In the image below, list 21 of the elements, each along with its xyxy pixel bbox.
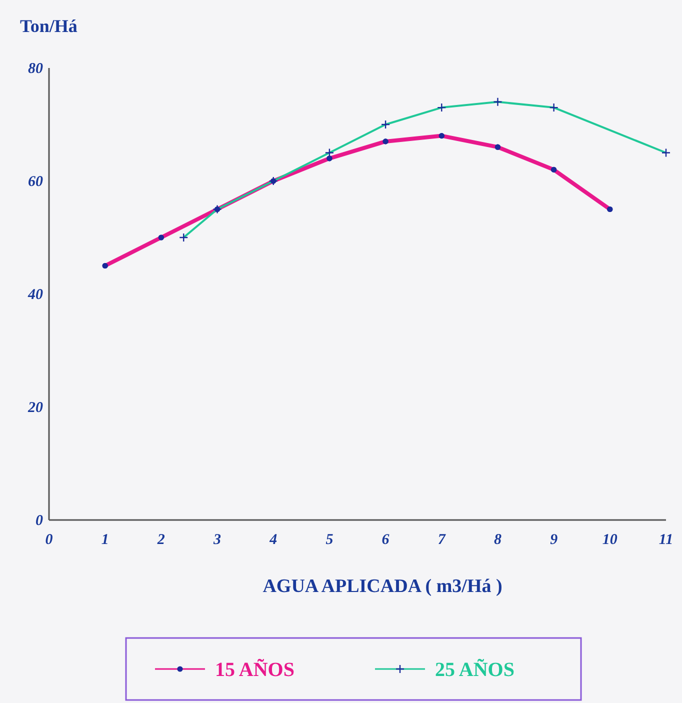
x-tick-label: 11 <box>658 532 674 548</box>
x-tick-label: 7 <box>438 532 446 548</box>
x-axis-title: AGUA APLICADA ( m3/Há ) <box>262 576 502 597</box>
y-tick-label: 40 <box>27 287 44 303</box>
x-tick-label: 0 <box>45 532 54 548</box>
y-tick-label: 60 <box>28 174 44 190</box>
x-tick-label: 6 <box>382 532 390 548</box>
x-tick-label: 8 <box>494 532 502 548</box>
x-tick-label: 5 <box>326 532 334 548</box>
y-tick-label: 20 <box>27 400 44 416</box>
x-tick-label: 1 <box>101 532 109 548</box>
x-tick-label: 4 <box>268 532 278 548</box>
x-tick-label: 9 <box>550 532 558 548</box>
y-tick-label: 0 <box>36 513 44 529</box>
legend-label: 15 AÑOS <box>215 658 294 681</box>
x-tick-label: 3 <box>212 532 222 548</box>
y-tick-label: 80 <box>28 61 44 77</box>
y-axis-title: Ton/Há <box>20 16 78 36</box>
x-tick-label: 2 <box>156 532 166 548</box>
x-tick-label: 10 <box>602 532 618 548</box>
legend-label: 25 AÑOS <box>435 658 514 681</box>
